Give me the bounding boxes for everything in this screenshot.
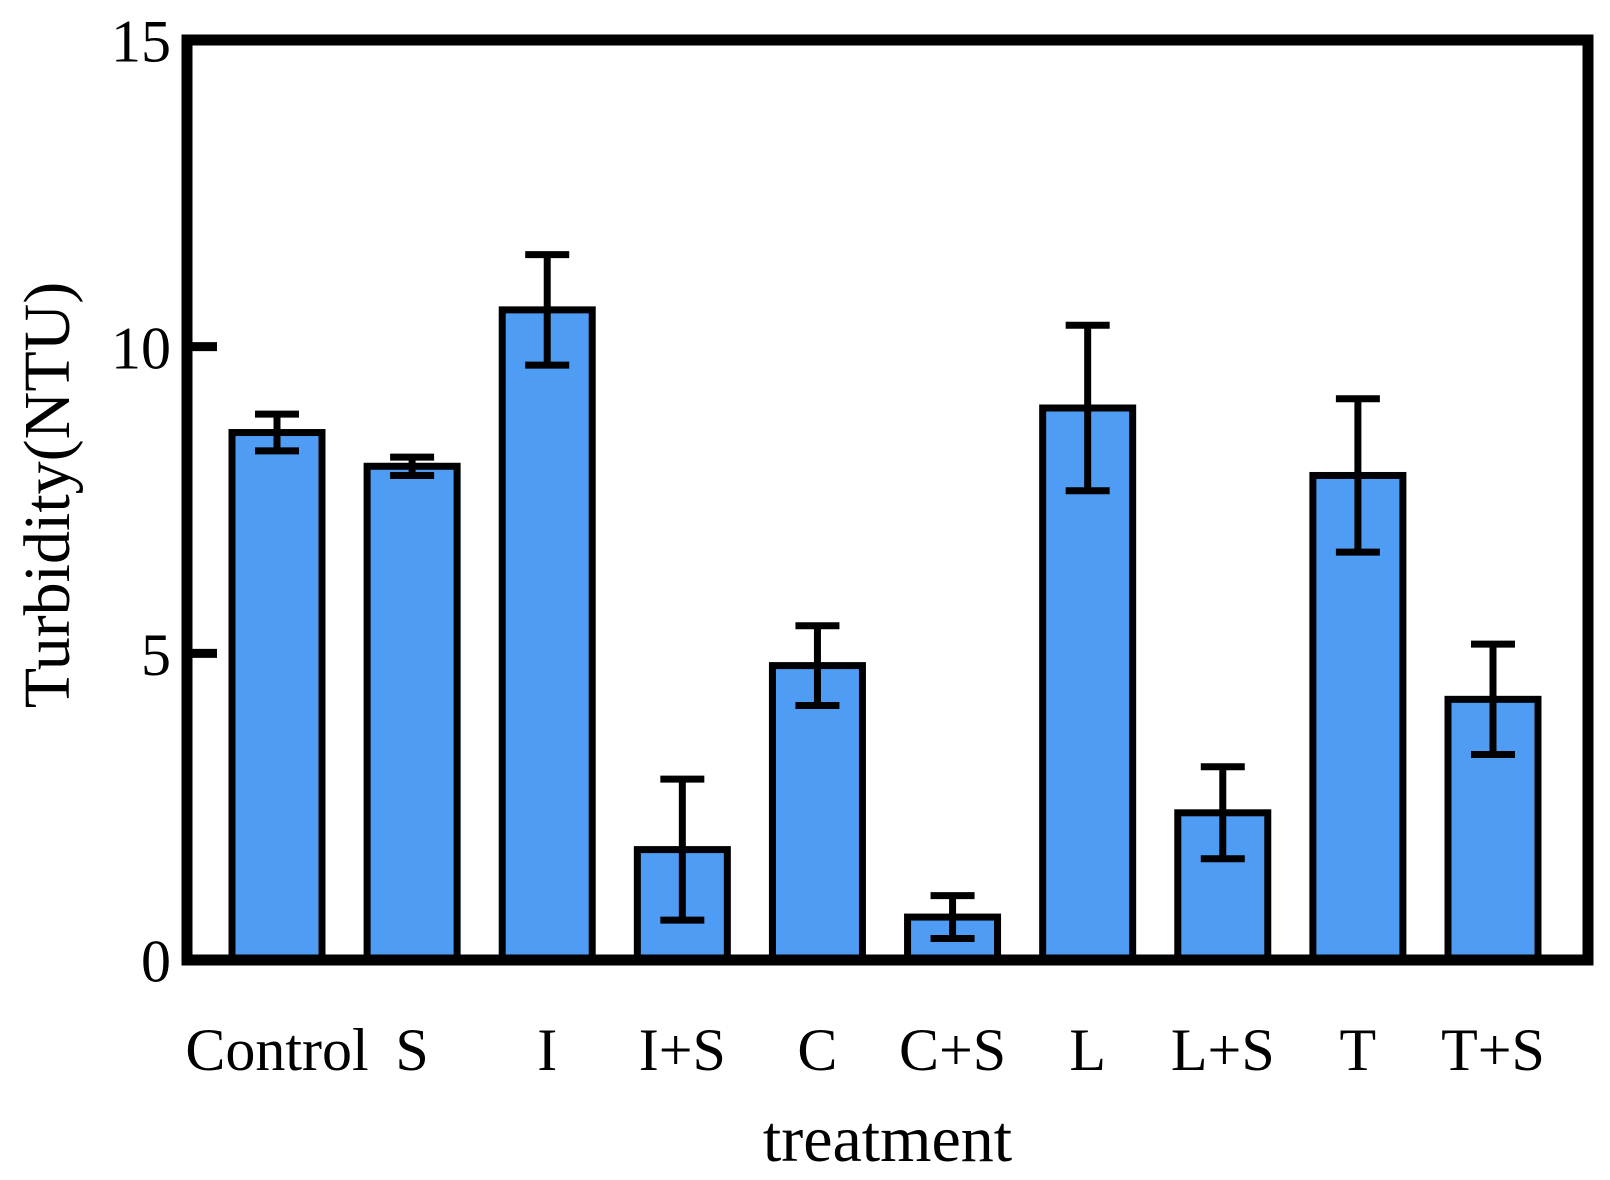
bar-I <box>498 306 596 964</box>
error-bar-I+S <box>660 775 705 924</box>
bar-C <box>768 662 866 964</box>
x-category-label: L+S <box>1171 1017 1275 1083</box>
x-category-label: Control <box>185 1017 368 1083</box>
x-category-label: L <box>1069 1017 1106 1083</box>
x-category-label: I+S <box>639 1017 726 1083</box>
y-tick-label: 0 <box>141 929 171 995</box>
y-axis-label: Turbidity(NTU) <box>11 281 84 709</box>
x-category-label: C+S <box>899 1017 1006 1083</box>
error-bar-I <box>525 251 570 369</box>
error-bar-L+S <box>1200 763 1245 863</box>
y-tick-label: 15 <box>111 9 171 75</box>
x-category-label: S <box>395 1017 428 1083</box>
x-category-label: T+S <box>1441 1017 1545 1083</box>
x-axis-label: treatment <box>762 1103 1013 1176</box>
error-bar-T <box>1335 395 1380 556</box>
error-bar-C+S <box>930 892 975 943</box>
error-bar-L <box>1065 321 1110 495</box>
x-category-label: I <box>537 1017 557 1083</box>
error-bar-C <box>795 622 840 709</box>
error-bar-T+S <box>1471 640 1515 759</box>
bar-T <box>1309 471 1407 964</box>
bar-Control <box>228 429 326 964</box>
error-bar-S <box>390 453 435 479</box>
bar-L <box>1039 404 1137 964</box>
x-category-label: T <box>1340 1017 1377 1083</box>
plot-frame <box>181 34 1594 966</box>
bar-S <box>363 462 461 964</box>
y-tick-label: 10 <box>111 315 171 381</box>
x-category-label: C <box>797 1017 837 1083</box>
error-bar-Control <box>255 410 299 455</box>
y-tick-label: 5 <box>141 622 171 688</box>
